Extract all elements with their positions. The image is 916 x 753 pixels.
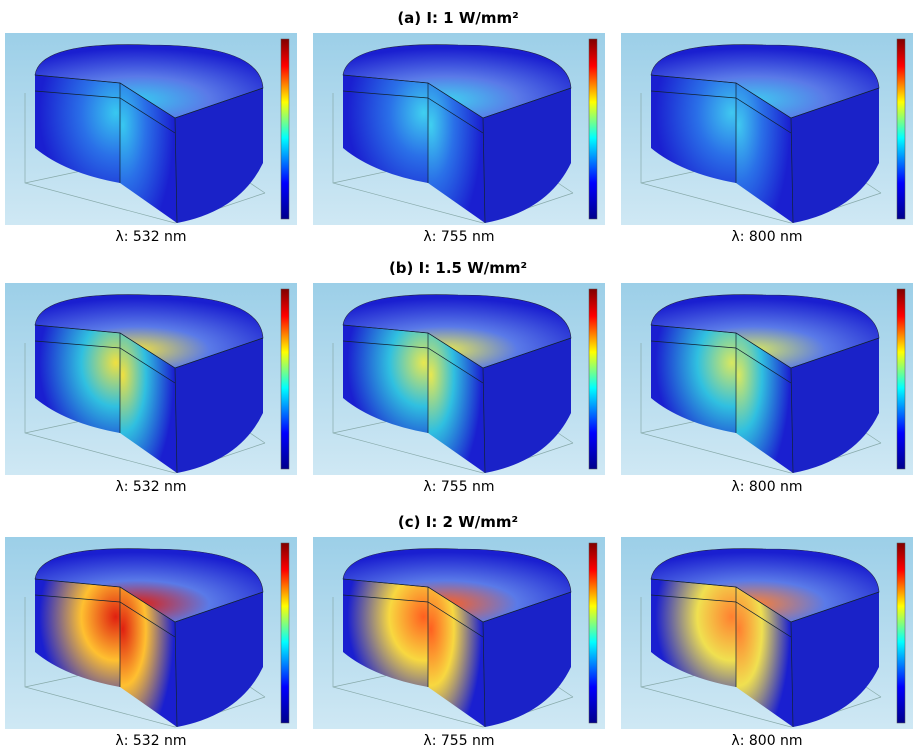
cylinder-edges <box>34 74 264 224</box>
panel-caption: λ: 800 nm <box>731 229 802 245</box>
cylinder-top <box>650 548 880 623</box>
cylinder-top <box>650 294 880 369</box>
cylinder-left-wall <box>343 579 428 687</box>
cylinder-left-wall <box>35 325 120 433</box>
simulation-panel <box>5 33 297 225</box>
cylinder-left-wall <box>343 75 428 183</box>
cylinder-edges <box>342 324 572 474</box>
colorbar <box>588 542 598 724</box>
row-title: (a) I: 1 W/mm² <box>397 9 518 27</box>
cylinder-left-wall <box>651 75 736 183</box>
cylinder-edges <box>342 578 572 728</box>
cylinder-edges <box>34 578 264 728</box>
panel-caption: λ: 800 nm <box>731 479 802 495</box>
colorbar <box>588 288 598 470</box>
cylinder-right-wall <box>483 338 571 473</box>
cylinder-left-wall <box>35 579 120 687</box>
simulation-panel <box>5 537 297 729</box>
simulation-panel <box>621 33 913 225</box>
colorbar <box>896 542 906 724</box>
cylinder-right-wall <box>175 88 263 223</box>
cylinder-left-wall <box>343 325 428 433</box>
panel-caption: λ: 755 nm <box>423 479 494 495</box>
colorbar <box>280 38 290 220</box>
cylinder-top <box>650 44 880 119</box>
cylinder-notch-wall <box>428 83 485 223</box>
cylinder-notch-wall <box>736 83 793 223</box>
cylinder-right-wall <box>175 338 263 473</box>
cylinder-right-wall <box>483 592 571 727</box>
row-title: (b) I: 1.5 W/mm² <box>389 259 527 277</box>
panel-caption: λ: 800 nm <box>731 733 802 749</box>
simulation-panel <box>5 283 297 475</box>
panel-caption: λ: 532 nm <box>115 733 186 749</box>
simulation-panel <box>313 537 605 729</box>
panel-caption: λ: 532 nm <box>115 479 186 495</box>
simulation-panel <box>313 283 605 475</box>
cylinder-left-wall <box>35 75 120 183</box>
cylinder-right-wall <box>791 338 879 473</box>
cylinder-notch-wall <box>428 587 485 727</box>
cylinder-notch-wall <box>120 587 177 727</box>
cylinder-notch-wall <box>736 587 793 727</box>
cylinder-notch-wall <box>120 333 177 473</box>
panel-caption: λ: 532 nm <box>115 229 186 245</box>
simulation-panel <box>621 283 913 475</box>
cylinder-edges <box>650 324 880 474</box>
cylinder-edges <box>650 578 880 728</box>
cylinder-right-wall <box>483 88 571 223</box>
cylinder-top <box>34 294 264 369</box>
cylinder-notch-wall <box>736 333 793 473</box>
colorbar <box>896 38 906 220</box>
cylinder-edges <box>342 74 572 224</box>
cylinder-top <box>342 44 572 119</box>
simulation-panel <box>313 33 605 225</box>
colorbar <box>280 542 290 724</box>
cylinder-left-wall <box>651 325 736 433</box>
cylinder-top <box>342 294 572 369</box>
panel-caption: λ: 755 nm <box>423 229 494 245</box>
cylinder-right-wall <box>791 88 879 223</box>
cylinder-notch-wall <box>120 83 177 223</box>
simulation-panel <box>621 537 913 729</box>
cylinder-top <box>34 548 264 623</box>
cylinder-notch-wall <box>428 333 485 473</box>
colorbar <box>896 288 906 470</box>
cylinder-top <box>342 548 572 623</box>
cylinder-edges <box>650 74 880 224</box>
cylinder-left-wall <box>651 579 736 687</box>
cylinder-top <box>34 44 264 119</box>
cylinder-edges <box>34 324 264 474</box>
cylinder-right-wall <box>175 592 263 727</box>
row-title: (c) I: 2 W/mm² <box>398 513 518 531</box>
colorbar <box>280 288 290 470</box>
panel-caption: λ: 755 nm <box>423 733 494 749</box>
colorbar <box>588 38 598 220</box>
cylinder-right-wall <box>791 592 879 727</box>
